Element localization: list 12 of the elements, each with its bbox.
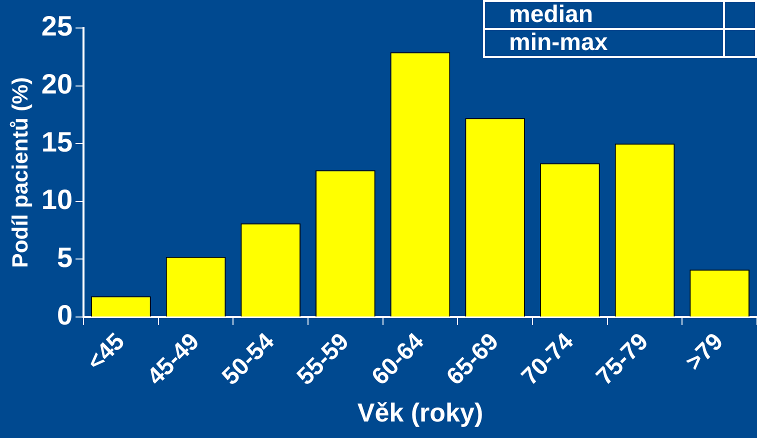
y-tick-label: 20 — [41, 68, 73, 100]
annotation: min-max — [484, 29, 724, 57]
y-tick-label: 10 — [41, 184, 73, 216]
y-tick-label: 5 — [56, 242, 73, 273]
y-tick-label: 25 — [41, 10, 73, 42]
y-axis-title: Podíl pacientů (%) — [7, 77, 32, 268]
x-tick-label: <45 — [82, 328, 130, 376]
x-tick-label: >79 — [680, 328, 729, 376]
text: median — [484, 1, 724, 29]
x-axis-title: Věk (roky) — [357, 398, 484, 428]
y-tick-label: 0 — [56, 300, 73, 331]
y-tick-label: 15 — [41, 126, 73, 158]
